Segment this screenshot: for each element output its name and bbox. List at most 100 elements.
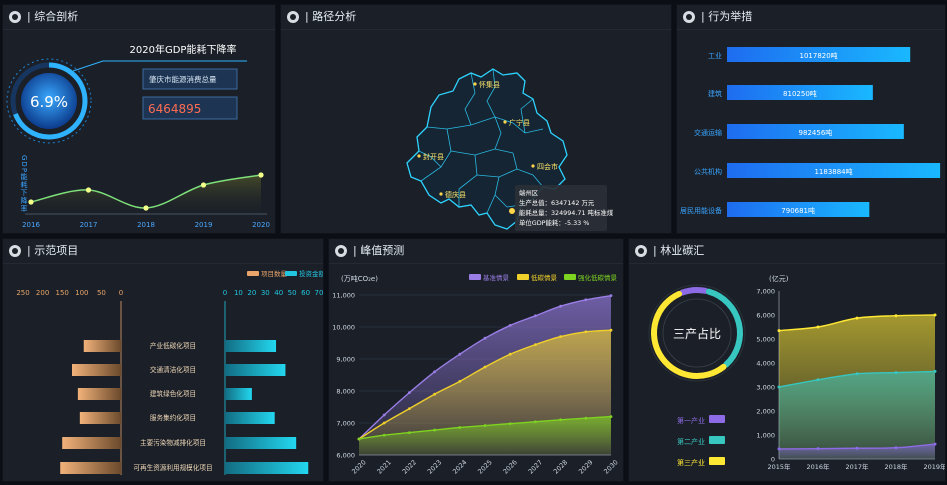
series-point [534, 420, 537, 424]
series-point [508, 422, 512, 426]
demo-butterfly-chart: 项目数量 投资金额 250 200 150 100 50 0 0 10 20 30 40 50 60 70 产业… [16, 269, 324, 475]
ylabel: (亿元) [769, 274, 789, 283]
district-border [494, 176, 522, 208]
district-border [486, 194, 496, 214]
x-tick: 2026 [502, 458, 519, 475]
invest-bar [225, 437, 297, 449]
x-tick: 2015年 [767, 462, 791, 471]
series-point [433, 370, 436, 374]
rate-point [258, 172, 264, 178]
x-tick: 2023 [426, 458, 443, 475]
panel-title: | 综合剖析 [27, 10, 79, 23]
behavior-category: 交通运输 [694, 128, 722, 137]
panel-title: | 峰值预测 [353, 244, 405, 257]
district-border [464, 72, 476, 126]
ylabel: GDP能耗下降率 [20, 155, 28, 213]
series-area [779, 371, 935, 459]
panel-title: | 路径分析 [305, 10, 357, 23]
year-tick: 2017 [80, 221, 98, 229]
invest-bar [225, 388, 252, 400]
series-point [559, 335, 562, 338]
tooltip-box [515, 185, 607, 231]
y-tick: 8,000 [336, 388, 355, 396]
count-bar [60, 462, 121, 474]
x-tick: 2028 [552, 458, 569, 475]
x-tick: 2018年 [884, 462, 908, 471]
behavior-bar-label: 1183884吨 [814, 167, 852, 176]
year-tick: 2018 [137, 221, 155, 229]
x-tick: 2029 [577, 458, 594, 475]
forest-panel: | 林业碳汇 三产占比 第一产业 第二产业 第三产业 (亿元) 0 1,000 2,000 3,… [628, 238, 946, 482]
district-border [420, 128, 452, 182]
panel-title: | 示范项目 [27, 244, 79, 257]
project-label: 交通清洁化项目 [150, 365, 196, 374]
right-tick: 20 [247, 289, 256, 297]
legend-label: 强化低碳情景 [578, 273, 618, 282]
legend-swatch [709, 436, 725, 444]
x-tick: 2025 [476, 458, 493, 475]
series-point [855, 446, 859, 450]
series-point [433, 428, 436, 432]
legend-swatch [564, 274, 576, 280]
series-point [894, 371, 898, 375]
donut-segment [705, 288, 743, 368]
county-label: 四会市 [537, 162, 558, 171]
left-tick: 50 [97, 289, 106, 297]
behavior-category: 公共机构 [694, 167, 722, 176]
callout-line [72, 60, 247, 72]
donut-outer-ring [648, 284, 746, 382]
series-point [508, 352, 512, 356]
series-point [408, 431, 411, 434]
panel-icon [9, 245, 21, 257]
legend-label: 第二产业 [677, 437, 705, 446]
legend-label: 低碳情景 [531, 273, 558, 282]
behavior-bar-label: 810250吨 [783, 89, 817, 98]
invest-bar [225, 462, 309, 474]
project-label: 服务集约化项目 [150, 413, 196, 422]
gauge-outer-ring [6, 58, 92, 144]
panel-title: | 林业碳汇 [653, 244, 705, 257]
tooltip-line: 单位GDP能耗：-5.33 % [519, 218, 589, 227]
series-point [894, 314, 898, 318]
right-tick: 70 [315, 289, 324, 297]
behavior-bar-label: 1017820吨 [800, 51, 838, 60]
year-tick: 2019 [195, 221, 213, 229]
project-label: 可再生资源利用规模化项目 [133, 463, 212, 472]
x-tick: 2017年 [845, 462, 869, 471]
series-point [855, 316, 859, 320]
count-bar [83, 340, 121, 352]
series-point [933, 442, 937, 446]
legend-swatch [469, 274, 481, 280]
right-tick: 0 [223, 289, 227, 297]
x-tick: 2030 [602, 458, 619, 475]
gauge-progress-arc [10, 62, 88, 140]
rate-point [85, 187, 92, 193]
district-border [512, 152, 518, 170]
x-tick: 2027 [527, 458, 544, 475]
energy-value-box [142, 96, 238, 120]
county-dot [439, 192, 443, 196]
county-dot [503, 120, 507, 124]
energy-value: 6464895 [148, 102, 201, 116]
district-border [418, 150, 442, 168]
overview-panel: | 综合剖析 6.9% 2020年GDP能耗下降率 肇庆市能源消费总量 6464895… [2, 4, 276, 234]
behavior-bar [727, 47, 911, 62]
right-tick: 10 [234, 289, 243, 297]
rate-area [31, 175, 261, 214]
left-tick: 200 [36, 289, 49, 297]
panel-icon [635, 245, 647, 257]
behavior-bar-label: 790681吨 [781, 206, 815, 215]
gauge-value: 6.9% [30, 93, 68, 111]
series-point [609, 415, 613, 418]
y-tick: 6,000 [336, 452, 355, 460]
behavior-bar [727, 124, 904, 139]
series-point [559, 304, 562, 308]
y-tick: 9,000 [336, 356, 355, 364]
tooltip-line: 端州区 [519, 188, 539, 197]
x-tick: 2024 [451, 458, 468, 475]
y-tick: 3,000 [756, 384, 775, 392]
tooltip-line: 生产总值：6347142 万元 [519, 198, 595, 207]
